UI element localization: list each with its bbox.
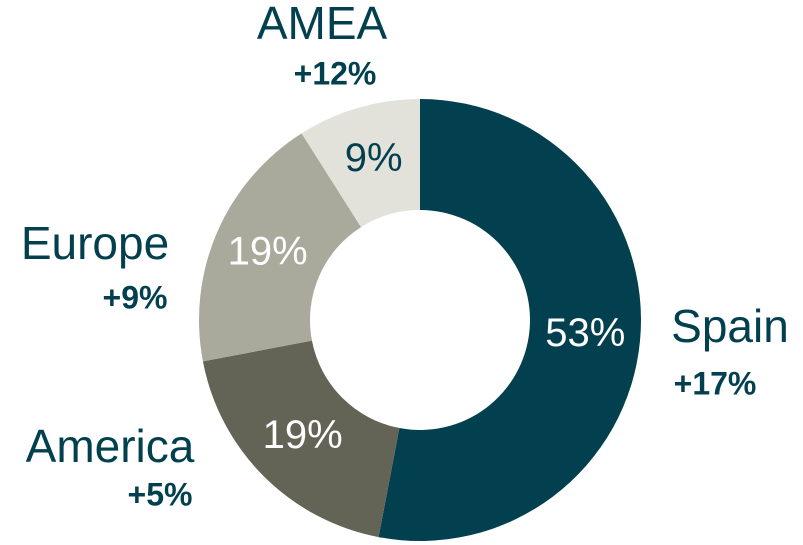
donut-slice [301,99,420,228]
slice-label: 19% [263,413,343,457]
growth-label: +12% [294,55,377,91]
growth-label: +9% [103,279,168,315]
donut-slice [199,133,362,362]
slice-label: 9% [345,136,403,180]
growth-label: +17% [674,365,757,401]
donut-slice [202,340,400,538]
growth-label: +5% [128,476,193,512]
category-label: AMEA [257,0,388,49]
category-label: Europe [21,217,169,269]
slice-label: 19% [228,230,308,274]
category-label: Spain [671,300,789,352]
slice-label: 53% [545,311,625,355]
donut-slice [378,99,641,541]
category-label: America [26,420,195,472]
